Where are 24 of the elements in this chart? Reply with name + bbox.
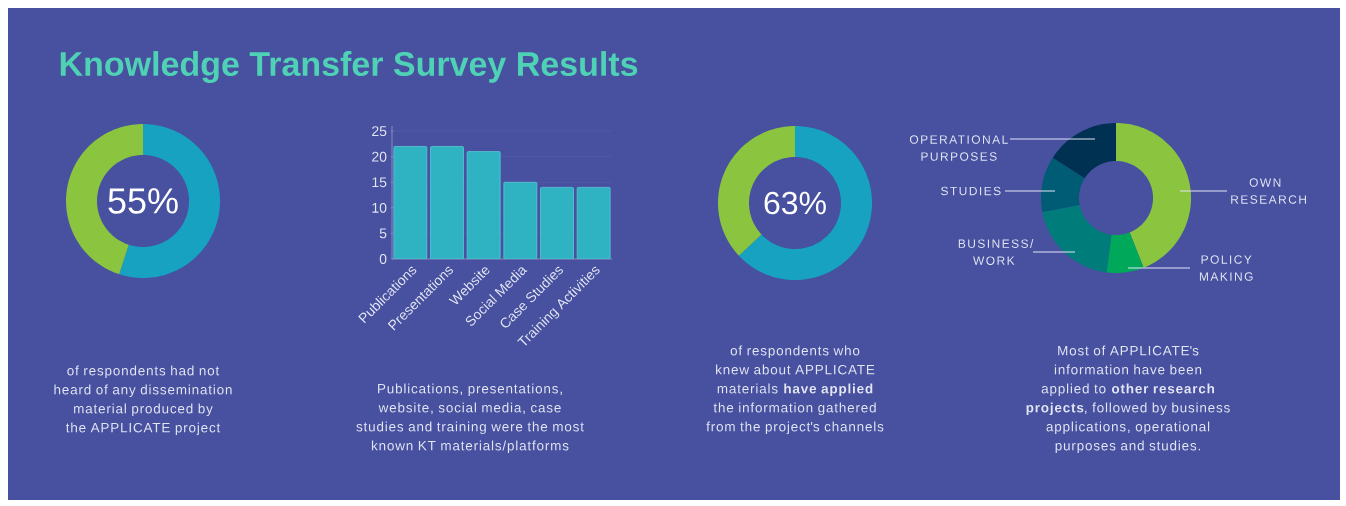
y-tick-label: 25: [372, 126, 387, 137]
data-label: 63%: [764, 191, 826, 215]
y-tick-label: 15: [372, 177, 387, 188]
y-tick-label: 0: [379, 254, 387, 264]
text: of respondents had not heard of any dissemination material produced by the APPLICATE project: [54, 365, 232, 436]
slice-label: STUDIES: [941, 186, 1001, 196]
text: Knowledge Transfer Survey Results: [60, 51, 638, 83]
y-tick-label: 5: [379, 228, 387, 239]
data-label: 55%: [108, 188, 178, 214]
text: of respondents who knew about APPLICATE materials have applied the information gathered from the project's channels: [706, 345, 884, 435]
bar: [430, 146, 464, 259]
y-tick-label: 10: [372, 202, 387, 213]
bar: [393, 146, 428, 259]
slice-label: POLICY MAKING: [1199, 255, 1253, 281]
bar: [576, 186, 611, 259]
bar: [503, 181, 538, 259]
bar: [466, 151, 501, 259]
text: Most of APPLICATE's information have been applied to other research projects, followed by business applications, operational purposes and studies.: [1026, 345, 1230, 454]
slice-label: BUSINESS/ WORK: [958, 239, 1034, 265]
slice-label: OWN RESEARCH: [1231, 178, 1306, 204]
y-tick-label: 20: [372, 151, 387, 162]
slice-label: OPERATIONAL PURPOSES: [909, 135, 1008, 161]
text: Publications, presentations, website, social media, case studies and training were the most known KT materials/platforms: [356, 383, 584, 454]
bar: [540, 186, 574, 259]
